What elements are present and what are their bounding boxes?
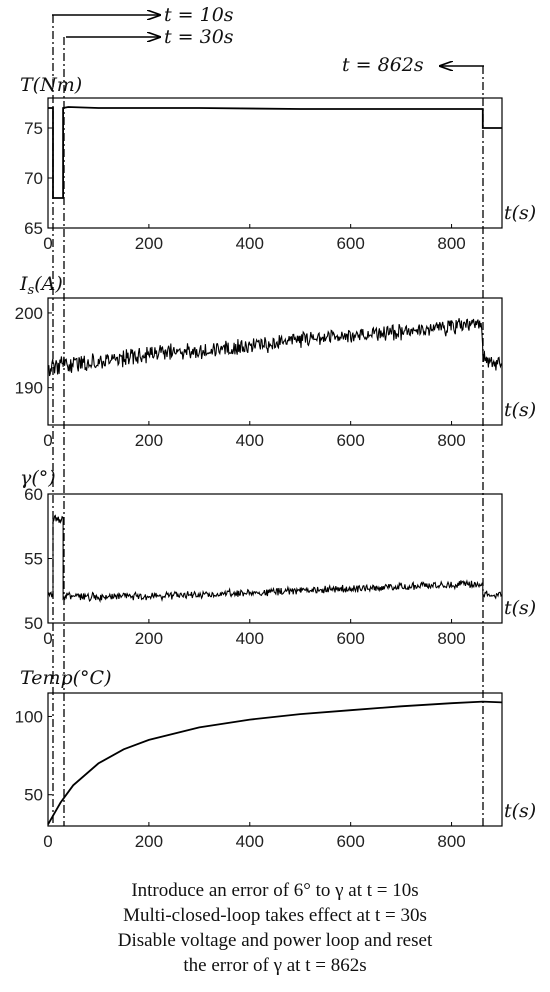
x-tick-label: 400 — [236, 431, 264, 450]
plot-frame-gamma — [47, 493, 503, 624]
annotation-t10: t = 10s — [164, 4, 234, 26]
x-tick-label: 800 — [437, 832, 465, 851]
x-tick-label: 0 — [43, 629, 52, 648]
ylabel-current: Is(A) — [19, 273, 63, 298]
y-tick-label: 100 — [15, 707, 43, 726]
x-tick-label: 0 — [43, 832, 52, 851]
ticks-torque: 0 200 400 600 800 65 70 75 — [24, 119, 466, 253]
series-line-temp — [47, 700, 503, 825]
y-tick-label: 200 — [15, 304, 43, 323]
x-tick-label: 800 — [437, 431, 465, 450]
panel-current: Is(A) 0 200 400 600 800 190 200 t(s) — [15, 273, 537, 450]
y-tick-label: 55 — [24, 550, 43, 569]
x-tick-label: 800 — [437, 629, 465, 648]
y-tick-label: 190 — [15, 379, 43, 398]
ylabel-gamma: γ(°) — [20, 467, 56, 489]
figure-caption: Introduce an error of 6° to γ at t = 10s… — [0, 878, 550, 978]
y-tick-label: 65 — [24, 219, 43, 238]
x-tick-label: 200 — [135, 234, 163, 253]
x-tick-label: 600 — [336, 234, 364, 253]
plot-frame-temp — [47, 692, 503, 827]
x-tick-label: 400 — [236, 832, 264, 851]
panel-temp: Temp(°C) 0 200 400 600 800 50 100 t(s) — [15, 667, 537, 851]
x-tick-label: 0 — [43, 234, 52, 253]
x-tick-label: 600 — [336, 431, 364, 450]
caption-line-4: the error of γ at t = 862s — [183, 955, 367, 976]
annotation-t862: t = 862s — [342, 54, 424, 76]
y-tick-label: 75 — [24, 119, 43, 138]
panel-gamma: γ(°) 0 200 400 600 800 50 55 60 t(s) — [20, 467, 536, 648]
ylabel-temp: Temp(°C) — [20, 667, 111, 689]
plot-frame-torque — [47, 97, 503, 229]
plot-frame-current — [47, 297, 503, 426]
ticks-gamma: 0 200 400 600 800 50 55 60 — [24, 485, 466, 648]
caption-line-2: Multi-closed-loop takes effect at t = 30… — [123, 905, 427, 926]
event-markers — [52, 15, 484, 826]
ticks-temp: 0 200 400 600 800 50 100 — [15, 707, 466, 851]
y-tick-label: 60 — [24, 485, 43, 504]
x-tick-label: 600 — [336, 629, 364, 648]
x-tick-label: 400 — [236, 629, 264, 648]
xlabel-torque: t(s) — [504, 202, 536, 224]
y-tick-label: 50 — [24, 614, 43, 633]
caption-line-1: Introduce an error of 6° to γ at t = 10s — [131, 880, 419, 901]
ylabel-torque: T(Nm) — [20, 74, 82, 96]
x-tick-label: 800 — [437, 234, 465, 253]
event-annotations: t = 10s t = 30s t = 862s — [52, 4, 484, 76]
x-tick-label: 400 — [236, 234, 264, 253]
figure: t = 10s t = 30s t = 862s T(Nm) 0 200 400 60… — [15, 4, 537, 851]
ticks-current: 0 200 400 600 800 190 200 — [15, 304, 466, 450]
x-tick-label: 200 — [135, 431, 163, 450]
y-tick-label: 50 — [24, 786, 43, 805]
caption-line-3: Disable voltage and power loop and reset — [117, 930, 433, 951]
x-tick-label: 0 — [43, 431, 52, 450]
xlabel-current: t(s) — [504, 399, 536, 421]
x-tick-label: 600 — [336, 832, 364, 851]
panel-torque: T(Nm) 0 200 400 600 800 65 70 75 t(s) — [20, 74, 536, 253]
annotation-t30: t = 30s — [164, 26, 234, 48]
y-tick-label: 70 — [24, 169, 43, 188]
x-tick-label: 200 — [135, 832, 163, 851]
series-line-gamma — [47, 514, 503, 604]
series-line-current — [47, 318, 503, 377]
xlabel-temp: t(s) — [504, 800, 536, 822]
series-line-torque — [48, 106, 502, 199]
xlabel-gamma: t(s) — [504, 597, 536, 619]
x-tick-label: 200 — [135, 629, 163, 648]
